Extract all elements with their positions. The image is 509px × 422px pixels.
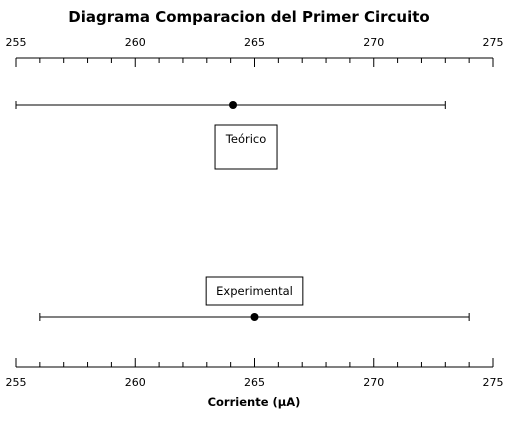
chart-title: Diagrama Comparacion del Primer Circuito (68, 8, 429, 26)
x-axis-label: Corriente (μA) (208, 395, 301, 409)
top-tick-label: 270 (363, 36, 384, 49)
bottom-tick-label: 270 (363, 376, 384, 389)
top-tick-label: 255 (6, 36, 27, 49)
series-label: Teórico (225, 132, 266, 146)
bottom-tick-label: 260 (125, 376, 146, 389)
top-axis: 255 260 265 270 275 (6, 36, 504, 67)
top-tick-label: 260 (125, 36, 146, 49)
bottom-tick-label: 255 (6, 376, 27, 389)
series-label-box (205, 276, 304, 306)
top-tick-label: 275 (483, 36, 504, 49)
data-point (250, 313, 259, 321)
series-label: Experimental (216, 284, 293, 298)
series-teorico: Teórico (15, 101, 446, 170)
series-label-box (214, 124, 278, 170)
bottom-axis: 255 260 265 270 275 (6, 358, 504, 389)
bottom-tick-label: 275 (483, 376, 504, 389)
series-experimental: Experimental (39, 276, 470, 321)
data-point (229, 101, 238, 109)
top-tick-label: 265 (244, 36, 265, 49)
bottom-tick-label: 265 (244, 376, 265, 389)
